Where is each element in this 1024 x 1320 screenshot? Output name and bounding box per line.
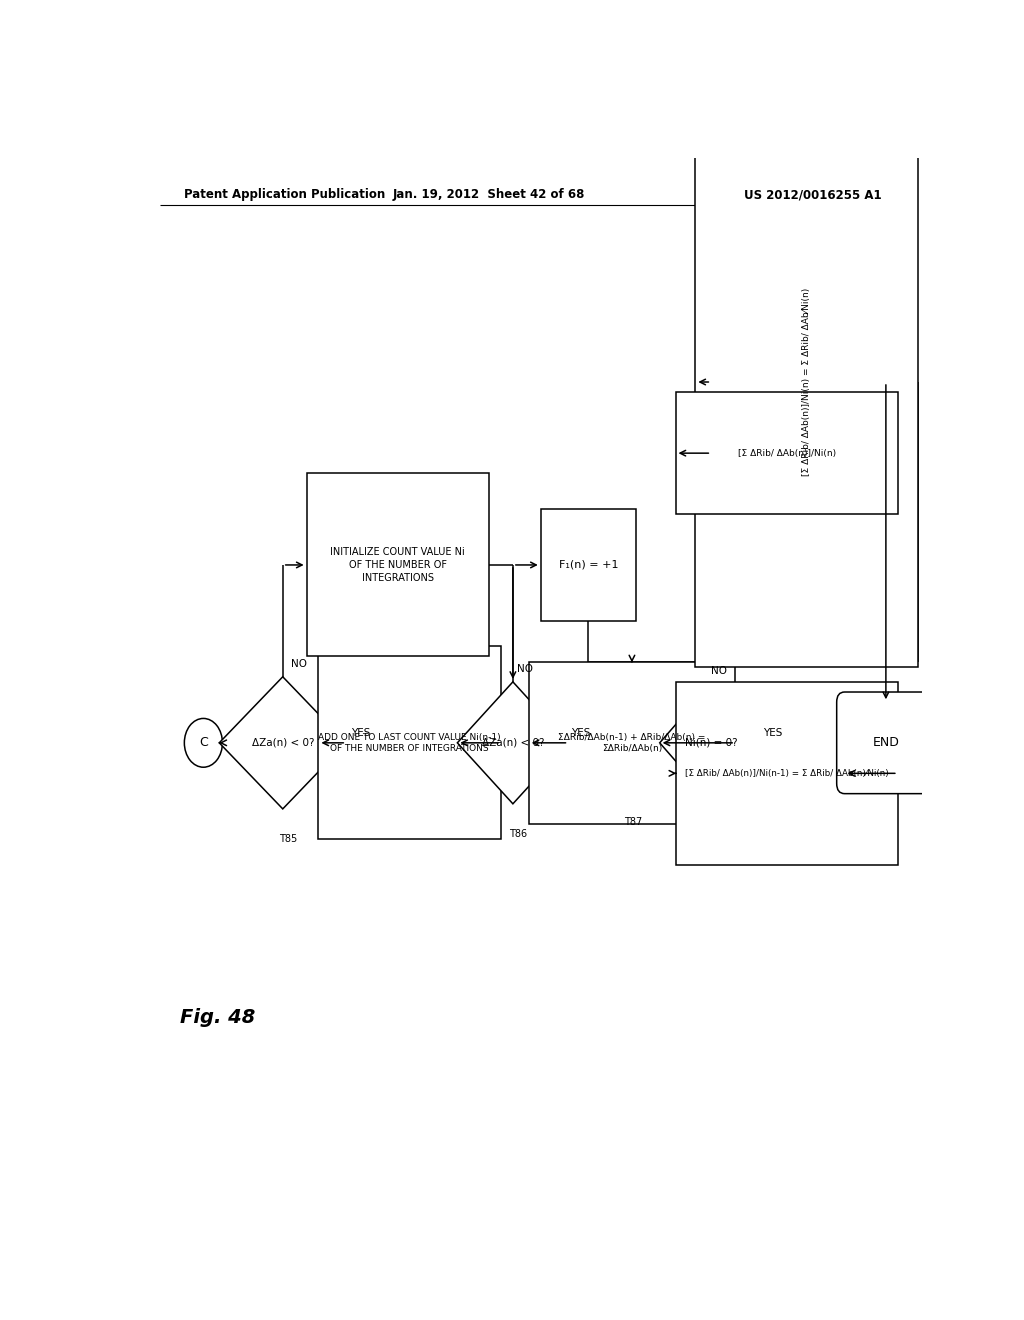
Text: Jan. 19, 2012  Sheet 42 of 68: Jan. 19, 2012 Sheet 42 of 68: [393, 189, 586, 202]
Text: Fig. 48: Fig. 48: [179, 1007, 255, 1027]
Text: T87: T87: [624, 817, 642, 828]
Text: Patent Application Publication: Patent Application Publication: [183, 189, 385, 202]
FancyBboxPatch shape: [318, 647, 501, 840]
Text: US 2012/0016255 A1: US 2012/0016255 A1: [744, 189, 882, 202]
Text: T86: T86: [509, 829, 527, 840]
FancyBboxPatch shape: [676, 682, 898, 865]
Text: END: END: [872, 737, 899, 750]
FancyBboxPatch shape: [528, 661, 735, 824]
FancyBboxPatch shape: [695, 98, 918, 667]
Polygon shape: [659, 684, 763, 801]
Text: [Σ ΔRib/ ΔAb(n)]/Ni(n-1) = Σ ΔRib/ ΔAb(n)⁄Ni(n): [Σ ΔRib/ ΔAb(n)]/Ni(n-1) = Σ ΔRib/ ΔAb(n…: [685, 768, 889, 777]
Text: INITIALIZE COUNT VALUE Ni
OF THE NUMBER OF
INTEGRATIONS: INITIALIZE COUNT VALUE Ni OF THE NUMBER …: [331, 548, 465, 582]
Text: ΔZa(n) < 0?: ΔZa(n) < 0?: [481, 738, 544, 748]
Text: NO: NO: [712, 665, 727, 676]
FancyBboxPatch shape: [306, 474, 489, 656]
FancyBboxPatch shape: [676, 392, 898, 515]
Text: C: C: [199, 737, 208, 750]
Text: NO: NO: [517, 664, 532, 673]
Text: ADD ONE TO LAST COUNT VALUE Ni(n-1)
OF THE NUMBER OF INTEGRATIONS: ADD ONE TO LAST COUNT VALUE Ni(n-1) OF T…: [318, 733, 501, 752]
FancyBboxPatch shape: [541, 510, 636, 620]
Text: [Σ ΔRib/ ΔAb(n)]/Ni(n) = Σ ΔRib/ ΔAb⁄Ni(n): [Σ ΔRib/ ΔAb(n)]/Ni(n) = Σ ΔRib/ ΔAb⁄Ni(…: [802, 288, 811, 477]
Circle shape: [184, 718, 222, 767]
Polygon shape: [219, 677, 346, 809]
Text: Ni(n) = 0?: Ni(n) = 0?: [685, 738, 737, 748]
Text: YES: YES: [351, 727, 371, 738]
Text: T85: T85: [279, 834, 297, 845]
Text: ΔZa(n) < 0?: ΔZa(n) < 0?: [252, 738, 314, 748]
Text: [Σ ΔRib/ ΔAb(n)]/Ni(n): [Σ ΔRib/ ΔAb(n)]/Ni(n): [737, 449, 836, 458]
Polygon shape: [458, 682, 568, 804]
Text: YES: YES: [570, 727, 590, 738]
Text: YES: YES: [763, 727, 782, 738]
Text: F₁(n) = +1: F₁(n) = +1: [558, 560, 618, 570]
Text: NO: NO: [291, 659, 306, 668]
FancyBboxPatch shape: [837, 692, 935, 793]
Text: ΣΔRib/ΔAb(n-1) + ΔRib/ΔAb(n) =
ΣΔRib/ΔAb(n): ΣΔRib/ΔAb(n-1) + ΔRib/ΔAb(n) = ΣΔRib/ΔAb…: [558, 733, 706, 752]
